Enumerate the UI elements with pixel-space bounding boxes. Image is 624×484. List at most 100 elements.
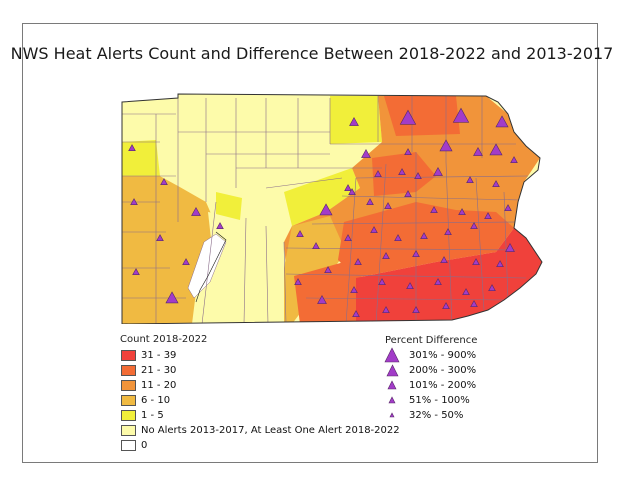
- percent-legend-label: 101% - 200%: [409, 379, 477, 391]
- percent-difference-triangle: [472, 258, 480, 265]
- percent-difference-triangle: [484, 212, 492, 219]
- percent-difference-triangle: [439, 139, 453, 152]
- percent-difference-triangle: [156, 234, 164, 241]
- percent-legend-item: 200% - 300%: [381, 363, 477, 376]
- percent-difference-triangle: [505, 242, 515, 252]
- percent-difference-triangle: [296, 230, 304, 237]
- count-legend-item: 0: [121, 439, 147, 451]
- percent-difference-triangle: [350, 286, 358, 293]
- percent-difference-triangle: [489, 143, 503, 156]
- percent-difference-triangle: [496, 260, 504, 267]
- triangle-symbol-icon: [387, 380, 397, 390]
- count-legend-item: No Alerts 2013-2017, At Least One Alert …: [121, 424, 400, 436]
- percent-difference-triangle: [324, 266, 332, 273]
- count-legend-item: 1 - 5: [121, 409, 164, 421]
- count-legend-swatch: [121, 349, 136, 361]
- percent-difference-triangle: [354, 258, 362, 265]
- county-fills: [122, 94, 542, 324]
- percent-difference-triangle: [165, 291, 179, 304]
- percent-difference-triangle: [344, 234, 352, 241]
- percent-difference-triangle: [398, 168, 406, 175]
- count-legend-title: Count 2018-2022: [120, 334, 208, 345]
- state-outline: [121, 93, 543, 324]
- percent-difference-triangle: [470, 222, 478, 229]
- percent-difference-triangle: [382, 306, 390, 313]
- percent-legend-item: 32% - 50%: [381, 409, 463, 421]
- percent-difference-triangle: [374, 170, 382, 177]
- percent-difference-triangle: [470, 300, 478, 307]
- percent-legend-label: 32% - 50%: [409, 409, 464, 421]
- county-boundaries: [122, 96, 529, 324]
- count-legend-label: 6 - 10: [141, 394, 171, 406]
- percent-difference-triangle: [462, 288, 470, 295]
- percent-difference-triangle: [348, 188, 356, 195]
- percent-difference-triangle: [458, 208, 466, 215]
- percent-difference-triangle: [319, 203, 333, 216]
- percent-difference-triangle: [404, 148, 412, 156]
- percent-difference-triangle: [492, 180, 500, 187]
- percent-difference-triangle: [399, 109, 417, 125]
- percent-difference-triangle: [442, 302, 450, 309]
- count-legend-label: 1 - 5: [141, 409, 164, 421]
- percent-difference-triangle: [130, 198, 138, 205]
- percent-difference-triangle: [488, 284, 496, 291]
- percent-difference-triangle: [440, 256, 448, 263]
- percent-difference-triangle: [420, 232, 428, 239]
- count-legend-item: 6 - 10: [121, 394, 170, 406]
- percent-legend-label: 200% - 300%: [409, 364, 477, 376]
- percent-difference-triangle: [317, 294, 327, 304]
- percent-difference-triangle: [406, 282, 414, 289]
- count-legend-item: 21 - 30: [121, 364, 176, 376]
- percent-difference-triangle: [378, 278, 386, 285]
- percent-difference-triangle: [412, 306, 420, 313]
- pennsylvania-map: [121, 93, 543, 324]
- count-legend-label: 0: [141, 439, 148, 451]
- count-legend-item: 31 - 39: [121, 349, 176, 361]
- percent-difference-triangle: [473, 146, 483, 156]
- count-legend-label: 21 - 30: [141, 364, 177, 376]
- percent-difference-triangle: [160, 178, 168, 185]
- percent-difference-triangle: [361, 148, 371, 158]
- triangle-symbol-icon: [388, 396, 396, 404]
- count-legend-label: 11 - 20: [141, 379, 177, 391]
- percent-difference-triangle: [132, 268, 140, 275]
- percent-difference-triangle: [510, 156, 518, 163]
- percent-difference-triangle: [466, 176, 474, 183]
- percent-difference-triangle: [382, 252, 390, 259]
- percent-legend-item: 51% - 100%: [381, 394, 470, 406]
- percent-difference-triangle: [294, 278, 302, 285]
- percent-difference-symbols: [128, 107, 518, 317]
- percent-difference-triangle: [414, 172, 422, 179]
- triangle-symbol-icon: [389, 412, 395, 418]
- map-title: NWS Heat Alerts Count and Difference Bet…: [10, 44, 614, 63]
- count-legend-swatch: [121, 379, 136, 391]
- percent-legend-item: 101% - 200%: [381, 379, 476, 391]
- percent-difference-triangle: [384, 202, 392, 209]
- percent-difference-triangle: [352, 310, 360, 317]
- percent-difference-triangle: [504, 204, 512, 211]
- percent-difference-triangle: [452, 107, 470, 123]
- count-legend-swatch: [121, 364, 136, 376]
- percent-difference-triangle: [430, 206, 438, 213]
- percent-difference-triangle: [412, 250, 420, 257]
- percent-difference-triangle: [128, 144, 136, 152]
- percent-legend-label: 51% - 100%: [409, 394, 470, 406]
- triangle-symbol-icon: [386, 363, 398, 376]
- percent-legend-title: Percent Difference: [385, 335, 478, 346]
- count-legend-swatch: [121, 394, 136, 406]
- percent-difference-triangle: [366, 198, 374, 205]
- percent-difference-triangle: [191, 206, 201, 216]
- percent-difference-triangle: [344, 184, 352, 191]
- percent-difference-triangle: [444, 228, 452, 235]
- percent-difference-triangle: [216, 222, 224, 229]
- percent-difference-triangle: [370, 226, 378, 233]
- percent-difference-triangle: [394, 234, 402, 241]
- count-legend-swatch: [121, 439, 136, 451]
- percent-difference-triangle: [495, 115, 509, 128]
- count-legend-label: 31 - 39: [141, 349, 177, 361]
- percent-difference-triangle: [349, 116, 359, 126]
- count-legend-label: No Alerts 2013-2017, At Least One Alert …: [141, 424, 400, 436]
- percent-difference-triangle: [182, 258, 190, 265]
- percent-legend-item: 301% - 900%: [381, 347, 476, 363]
- count-legend-swatch: [121, 424, 136, 436]
